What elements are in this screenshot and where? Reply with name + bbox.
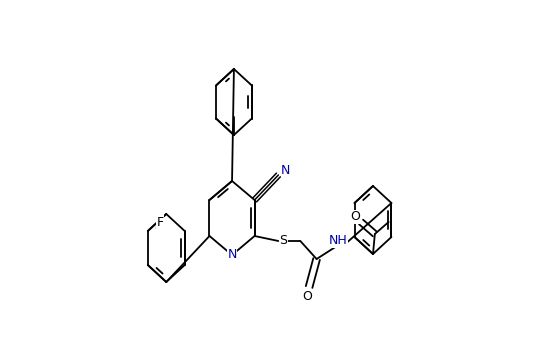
Text: N: N [228, 248, 237, 262]
Text: S: S [279, 235, 287, 247]
Text: O: O [302, 290, 312, 304]
Text: O: O [350, 211, 360, 223]
Text: F: F [157, 215, 164, 228]
Text: NH: NH [329, 235, 347, 247]
Text: N: N [281, 164, 291, 178]
